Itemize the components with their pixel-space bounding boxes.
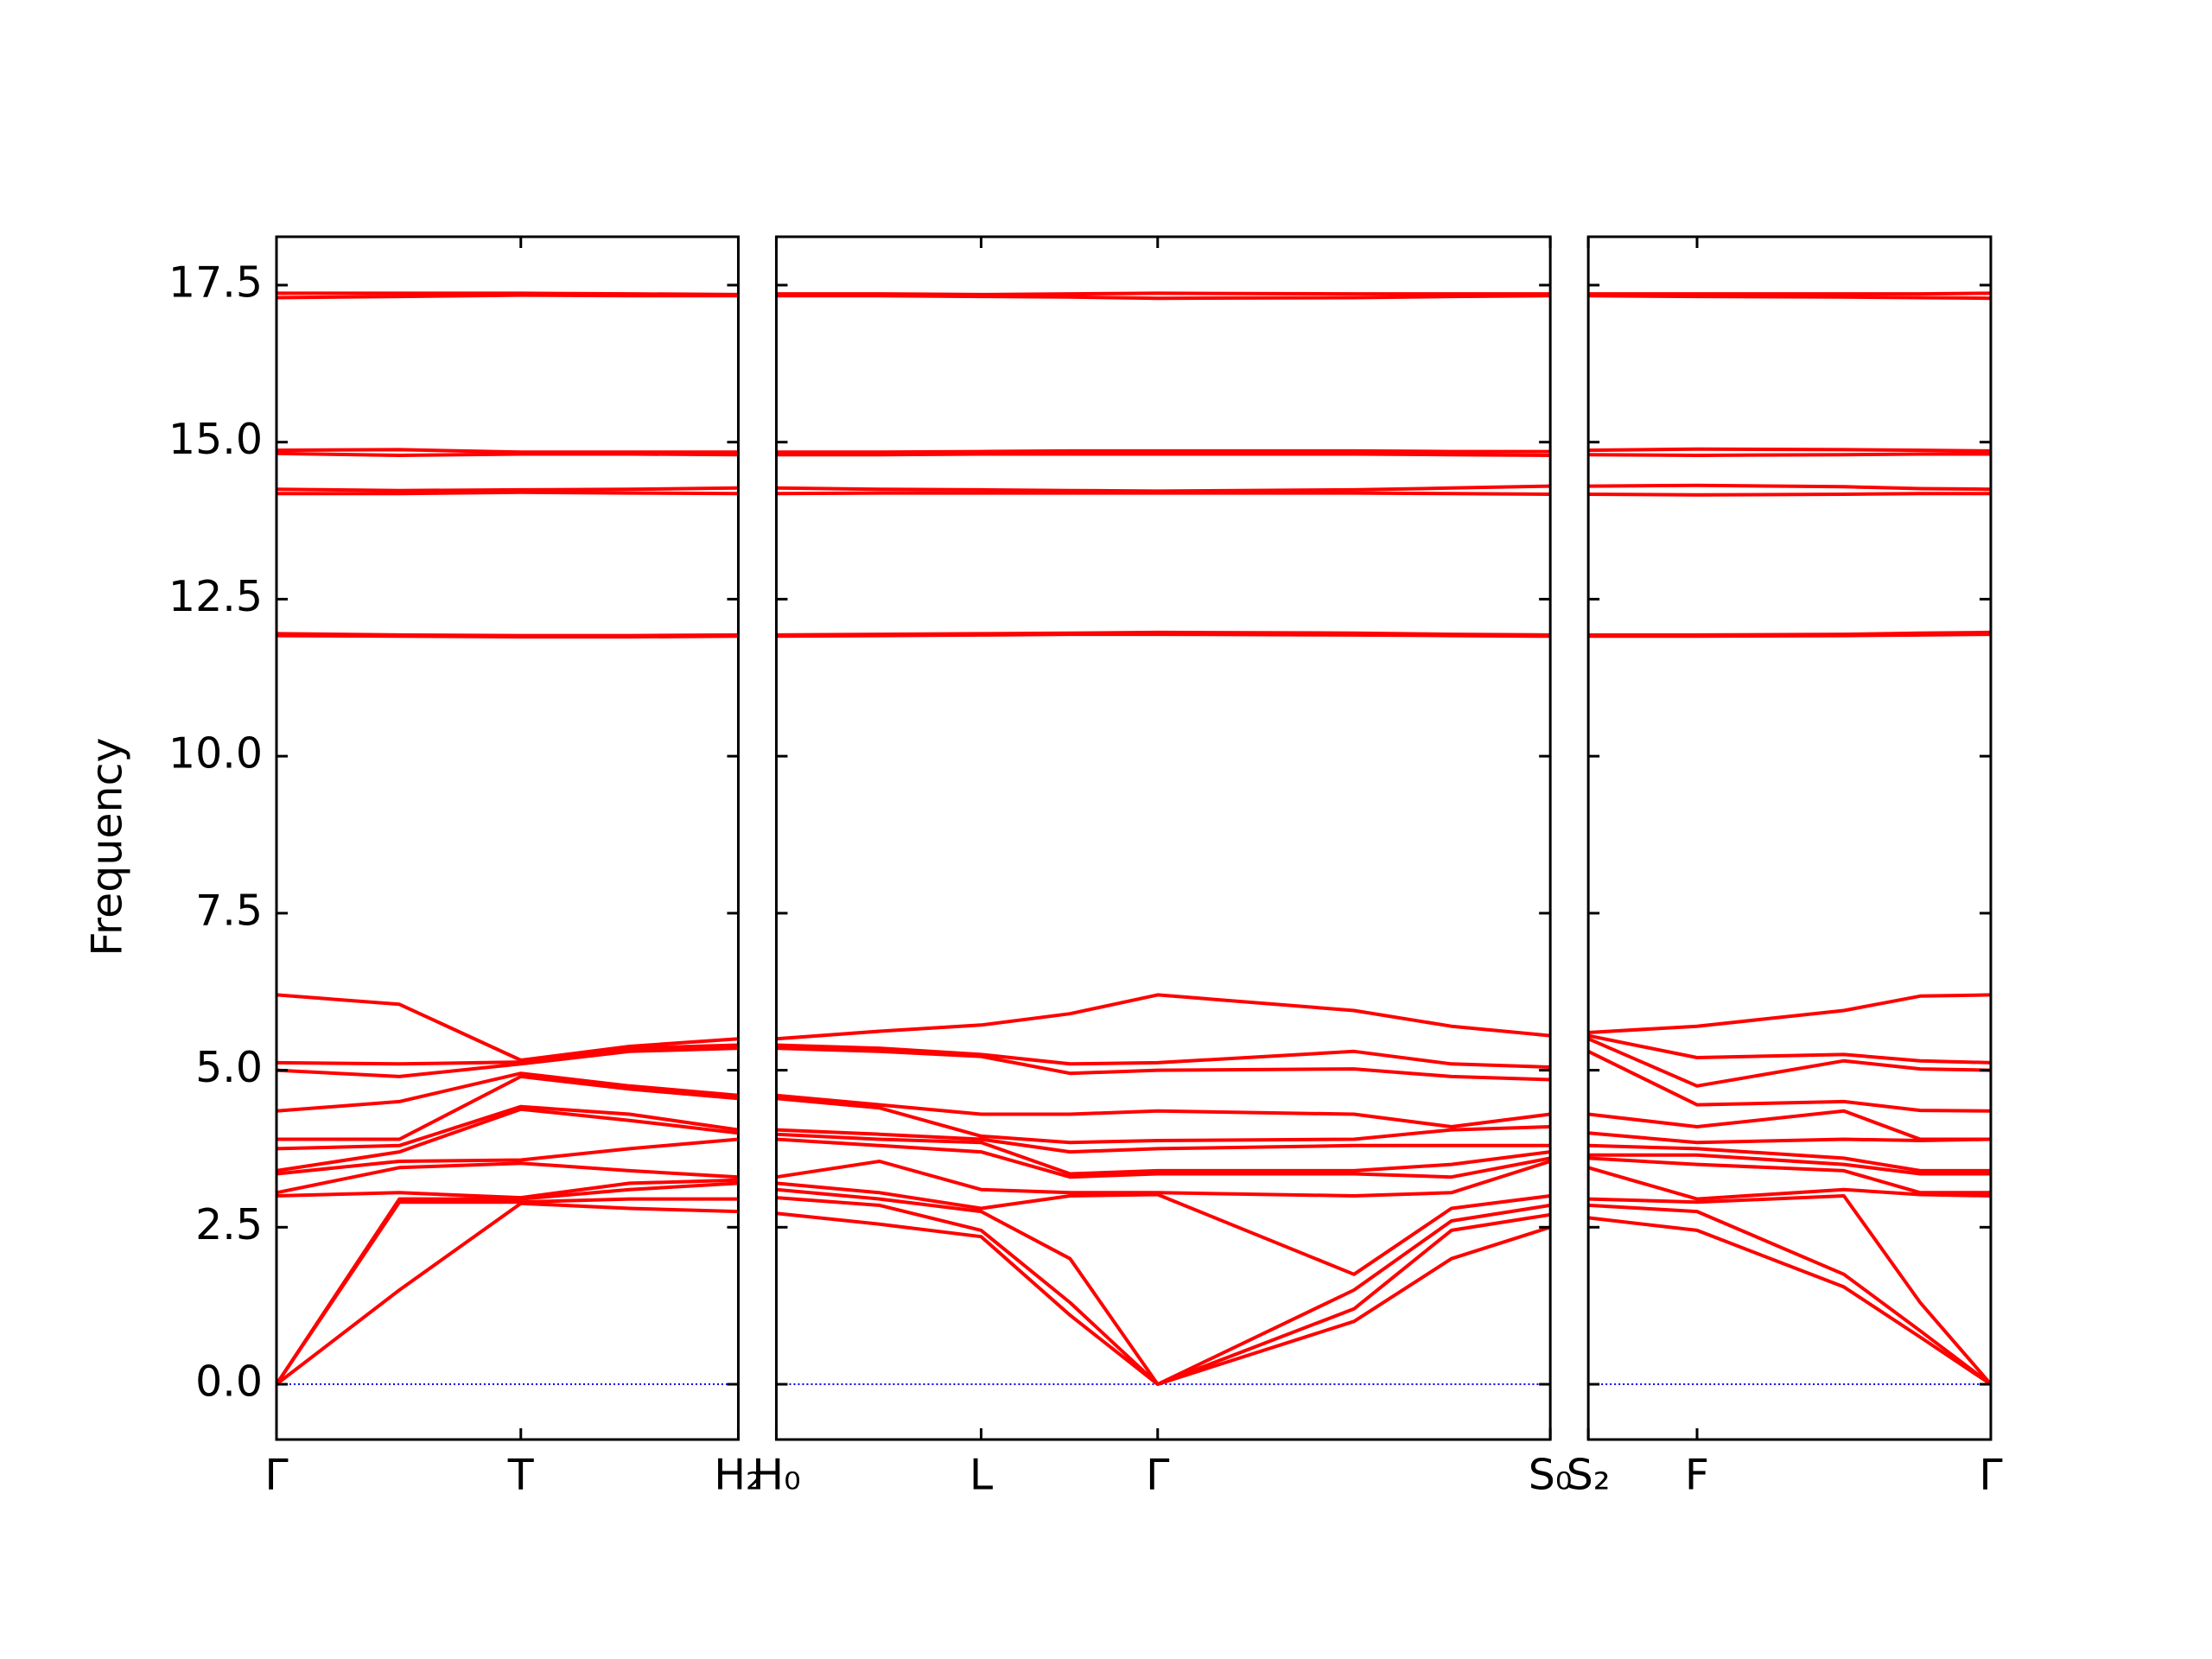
x-tick-label: T: [507, 1451, 535, 1500]
band-line: [276, 633, 739, 639]
band-line: [1588, 1153, 1991, 1176]
band-line: [776, 484, 1551, 493]
band-line: [276, 1137, 739, 1176]
band-line: [276, 1161, 739, 1195]
y-tick-label: 7.5: [195, 886, 263, 935]
band-line: [1588, 483, 1992, 492]
x-tick-label: Γ: [264, 1451, 289, 1500]
band-line: [776, 993, 1551, 1041]
band-line: [776, 452, 1551, 457]
y-tick-label: 10.0: [168, 729, 263, 779]
y-tick-label: 15.0: [168, 415, 263, 464]
band-line: [776, 1096, 1551, 1145]
band-line: [1588, 1156, 1991, 1195]
band-line: [1588, 993, 1992, 1034]
band-line: [276, 1107, 739, 1173]
y-tick-label: 2.5: [195, 1200, 263, 1249]
band-line: [776, 1196, 1551, 1386]
band-line: [776, 632, 1551, 639]
x-tick-label: H₂: [714, 1451, 763, 1500]
band-line: [776, 1187, 1551, 1386]
band-line: [776, 294, 1551, 301]
y-tick-label: 17.5: [168, 257, 263, 307]
band-line: [1587, 1037, 1992, 1088]
x-tick-label: L: [969, 1451, 994, 1500]
band-line: [1588, 294, 1992, 301]
x-tick-label: Γ: [1146, 1451, 1170, 1500]
plot-frame: [774, 235, 1552, 1441]
band-line: [276, 1074, 739, 1141]
band-line: [776, 1128, 1551, 1154]
band-line: [276, 448, 739, 454]
band-line: [276, 993, 739, 1062]
band-line: [1588, 632, 1992, 639]
y-axis-label: Frequency: [83, 737, 132, 956]
band-line: [1588, 1203, 1993, 1386]
band-line: [276, 486, 739, 493]
band-line: [1588, 1194, 1993, 1386]
band-line: [1588, 291, 1992, 296]
x-tick-label: H₀: [752, 1451, 801, 1500]
band-line: [1588, 452, 1991, 457]
band-line: [776, 1046, 1551, 1082]
band-line: [776, 1137, 1551, 1179]
band-line: [1588, 1143, 1991, 1173]
band-line: [276, 1071, 739, 1113]
band-line: [776, 1160, 1551, 1198]
band-line: [776, 448, 1551, 454]
band-line: [1588, 447, 1992, 453]
y-tick-label: 5.0: [195, 1043, 263, 1092]
band-line: [1587, 1216, 1993, 1386]
x-tick-label: S₀: [1529, 1451, 1573, 1500]
band-line: [776, 1181, 1551, 1276]
band-line: [276, 1043, 739, 1066]
x-tick-label: F: [1685, 1451, 1709, 1500]
band-line: [776, 1132, 1551, 1176]
band-line: [276, 1104, 739, 1151]
y-tick-label: 12.5: [168, 572, 263, 621]
band-line: [776, 291, 1551, 296]
band-line: [776, 1211, 1551, 1386]
band-line: [276, 293, 739, 300]
band-line: [276, 1178, 739, 1200]
band-line: [776, 1093, 1551, 1128]
x-tick-label: Γ: [1979, 1451, 2003, 1500]
band-line: [1587, 1050, 1992, 1113]
band-line: [776, 1043, 1551, 1069]
band-line: [1587, 1109, 1991, 1141]
plot-frame: [275, 235, 740, 1441]
band-line: [275, 1197, 739, 1386]
x-tick-label: S₂: [1567, 1451, 1611, 1500]
band-line: [276, 1046, 739, 1078]
band-line: [776, 491, 1551, 496]
band-line: [1587, 1033, 1992, 1065]
plot-frame: [1586, 235, 1993, 1441]
band-line: [1587, 1166, 1992, 1201]
band-line: [276, 490, 739, 496]
band-line: [1588, 492, 1991, 497]
y-tick-label: 0.0: [195, 1357, 263, 1407]
band-line: [276, 451, 739, 457]
band-line: [275, 1201, 739, 1386]
